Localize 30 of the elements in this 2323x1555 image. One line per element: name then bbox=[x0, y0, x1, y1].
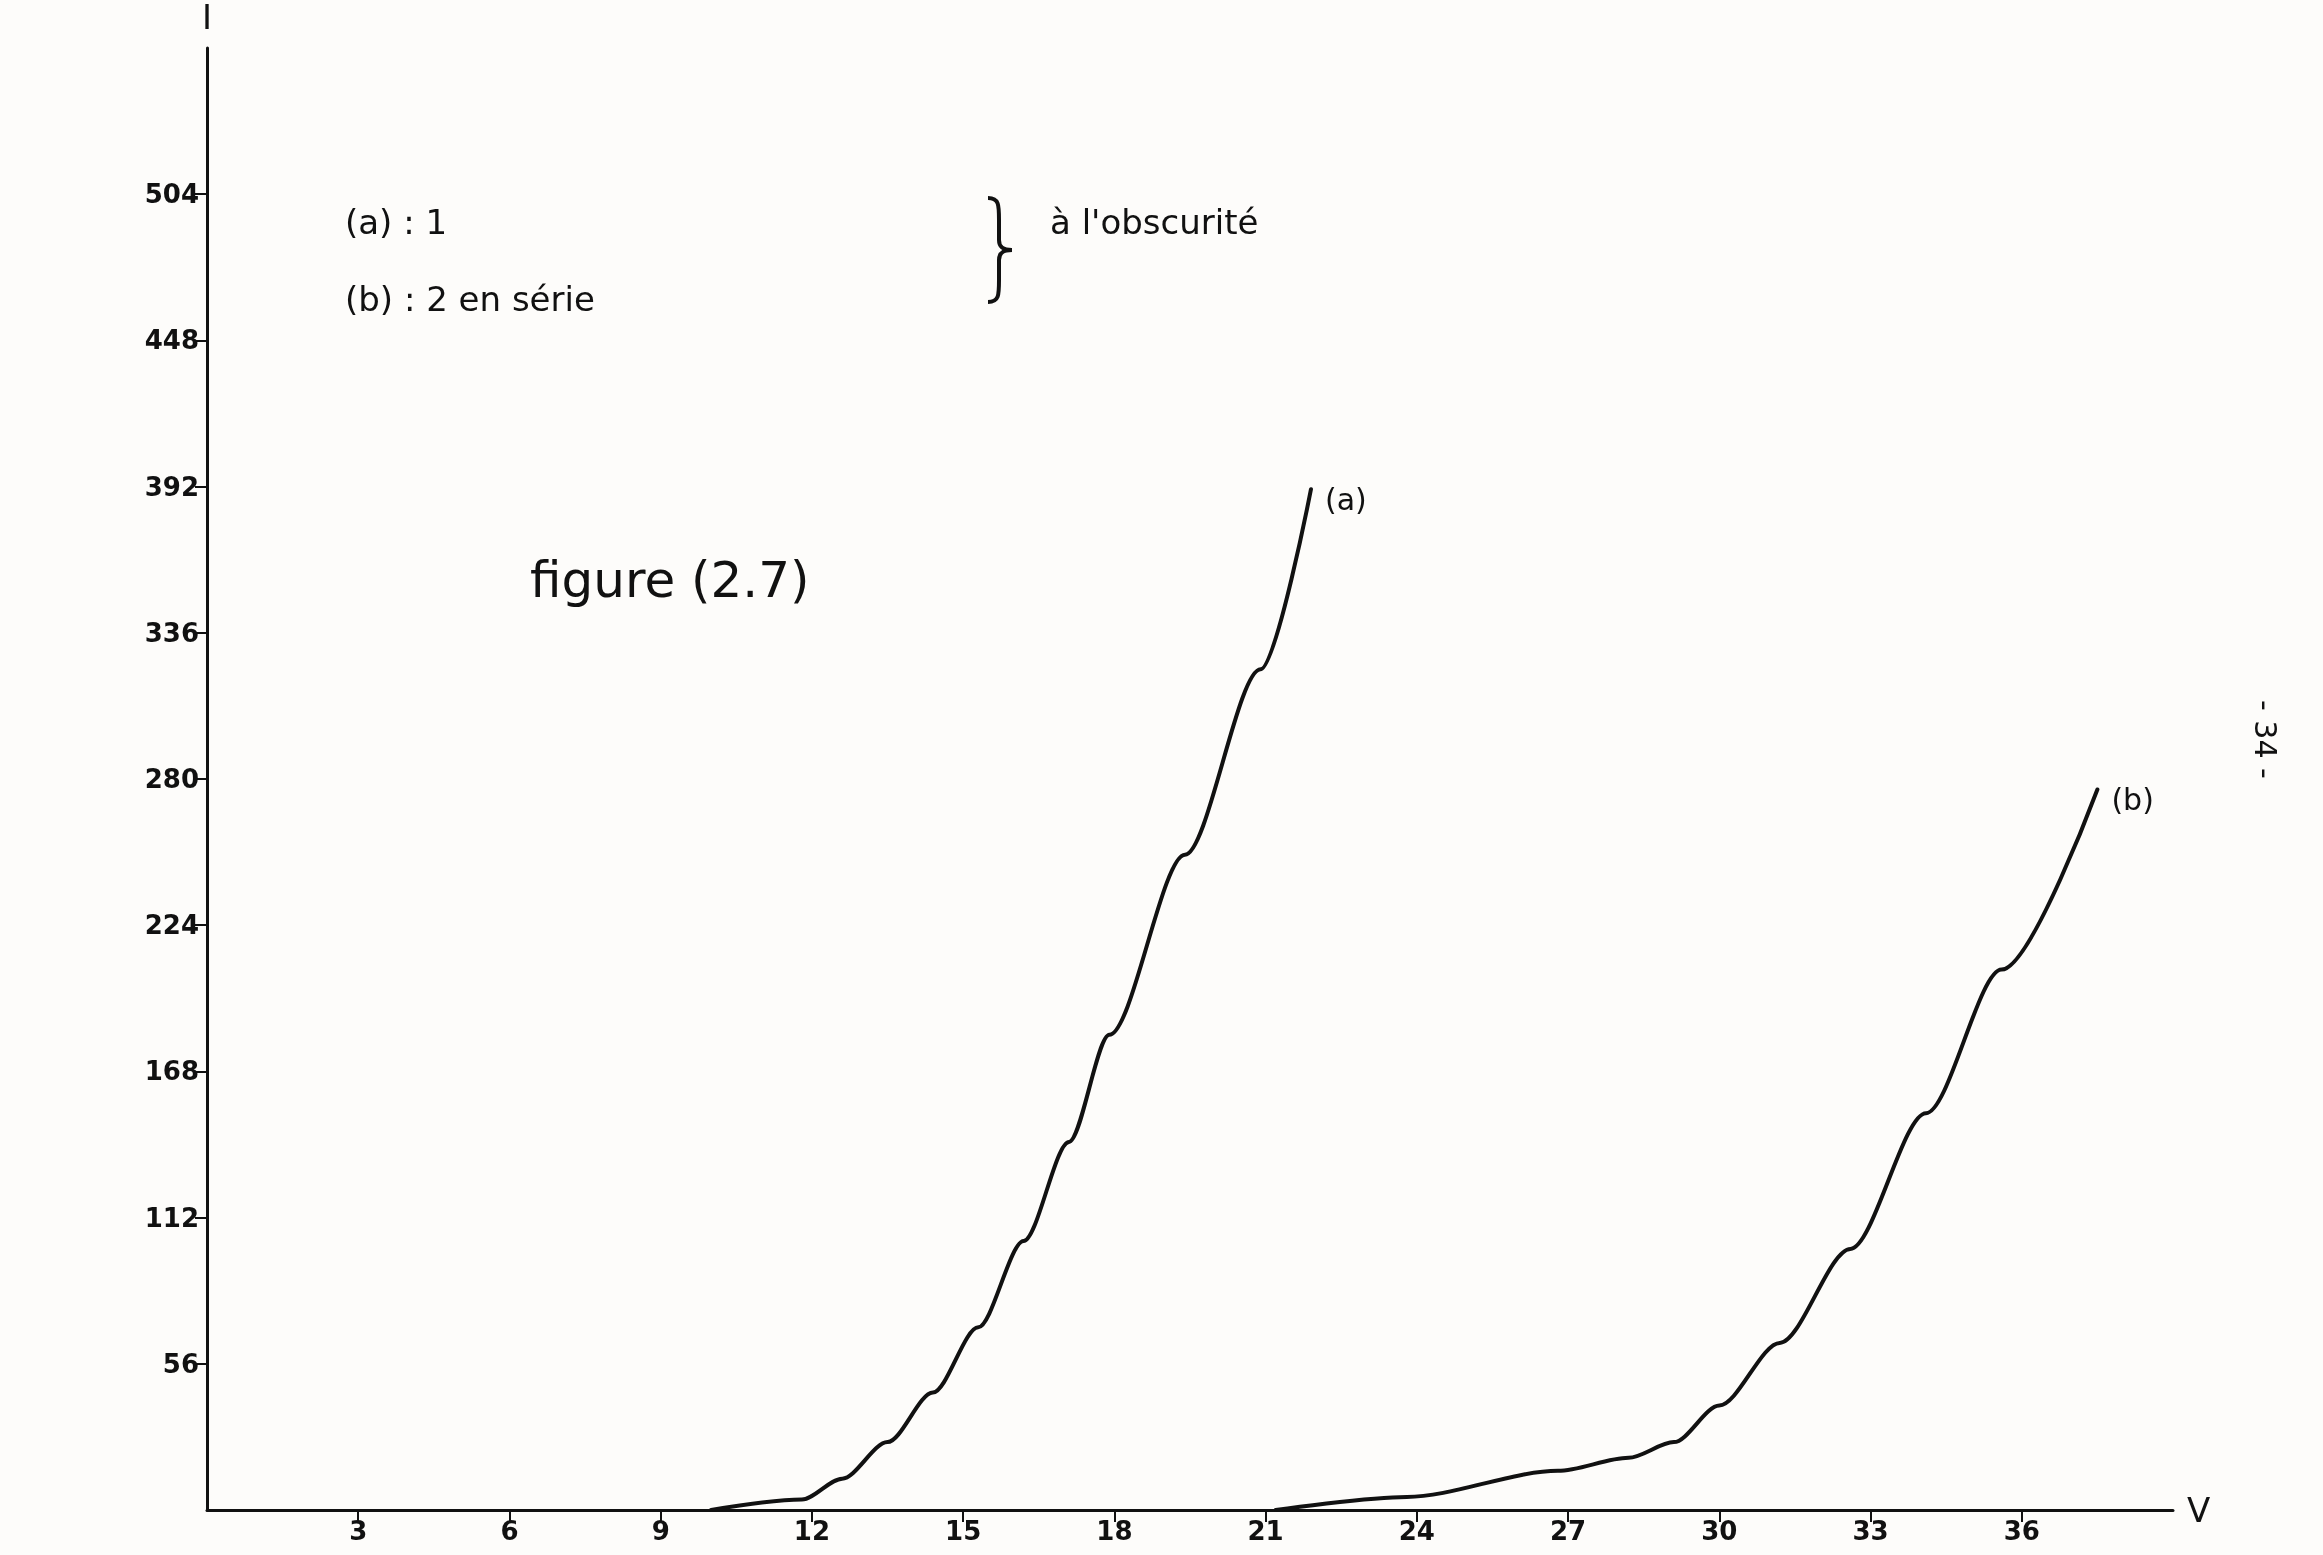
y-tick-label: 112 bbox=[144, 1202, 199, 1233]
x-tick-label: 30 bbox=[1701, 1516, 1738, 1546]
x-tick-label: 21 bbox=[1247, 1516, 1284, 1546]
y-tick-label: 448 bbox=[144, 325, 199, 356]
x-tick-label: 33 bbox=[1852, 1516, 1889, 1546]
x-tick-label: 15 bbox=[945, 1516, 982, 1546]
x-tick-label: 9 bbox=[651, 1516, 670, 1546]
y-tick-label: 504 bbox=[144, 179, 199, 210]
x-tick-label: 6 bbox=[500, 1516, 519, 1546]
y-tick-label: 56 bbox=[162, 1348, 199, 1379]
series-label: (a) bbox=[1324, 481, 1367, 517]
x-axis-title: V bbox=[2187, 1490, 2211, 1530]
annotation: (a) : 1 bbox=[345, 202, 448, 242]
y-tick-label: 392 bbox=[144, 471, 199, 502]
annotation: à l'obscurité bbox=[1050, 202, 1259, 242]
text: figure (2.7) bbox=[530, 551, 810, 609]
x-tick-label: 12 bbox=[793, 1516, 831, 1546]
x-tick-label: 27 bbox=[1549, 1516, 1587, 1546]
x-tick-label: 18 bbox=[1096, 1516, 1133, 1546]
y-tick-label: 336 bbox=[144, 617, 199, 648]
text: - 34 - bbox=[2247, 700, 2283, 779]
x-tick-label: 24 bbox=[1398, 1516, 1435, 1546]
y-tick-label: 280 bbox=[144, 764, 199, 794]
y-tick-label: 168 bbox=[144, 1056, 199, 1087]
y-tick-label: 224 bbox=[144, 910, 199, 941]
series-label: (b) bbox=[2111, 781, 2154, 817]
x-tick-label: 36 bbox=[2003, 1516, 2040, 1546]
annotation: (b) : 2 en série bbox=[345, 279, 595, 319]
y-axis-title: I bbox=[201, 0, 213, 37]
x-tick-label: 3 bbox=[349, 1516, 368, 1546]
